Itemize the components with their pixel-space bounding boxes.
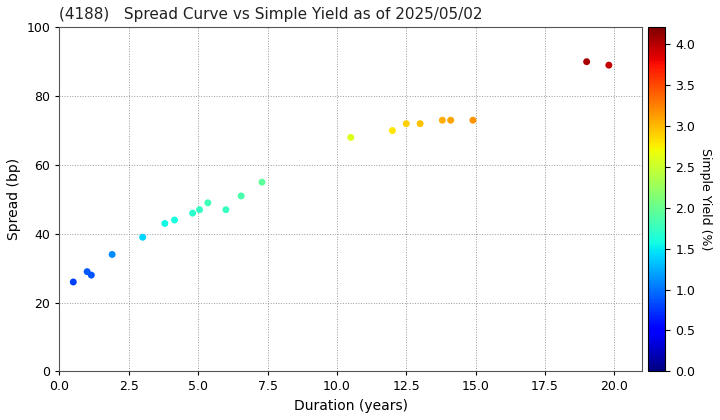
Point bbox=[220, 206, 232, 213]
Point bbox=[415, 120, 426, 127]
Point bbox=[387, 127, 398, 134]
Point bbox=[194, 206, 205, 213]
Point bbox=[86, 272, 97, 278]
Point bbox=[159, 220, 171, 227]
Point bbox=[137, 234, 148, 241]
Point bbox=[467, 117, 479, 123]
Point bbox=[436, 117, 448, 123]
Point bbox=[168, 217, 180, 223]
Point bbox=[256, 179, 268, 186]
Y-axis label: Simple Yield (%): Simple Yield (%) bbox=[699, 148, 712, 251]
Point bbox=[581, 58, 593, 65]
Y-axis label: Spread (bp): Spread (bp) bbox=[7, 158, 21, 240]
Point bbox=[202, 200, 214, 206]
Point bbox=[603, 62, 615, 68]
X-axis label: Duration (years): Duration (years) bbox=[294, 399, 408, 413]
Point bbox=[345, 134, 356, 141]
Text: (4188)   Spread Curve vs Simple Yield as of 2025/05/02: (4188) Spread Curve vs Simple Yield as o… bbox=[60, 7, 483, 22]
Point bbox=[235, 193, 247, 199]
Point bbox=[68, 278, 79, 285]
Point bbox=[400, 120, 412, 127]
Point bbox=[187, 210, 199, 216]
Point bbox=[445, 117, 456, 123]
Point bbox=[81, 268, 93, 275]
Point bbox=[107, 251, 118, 258]
